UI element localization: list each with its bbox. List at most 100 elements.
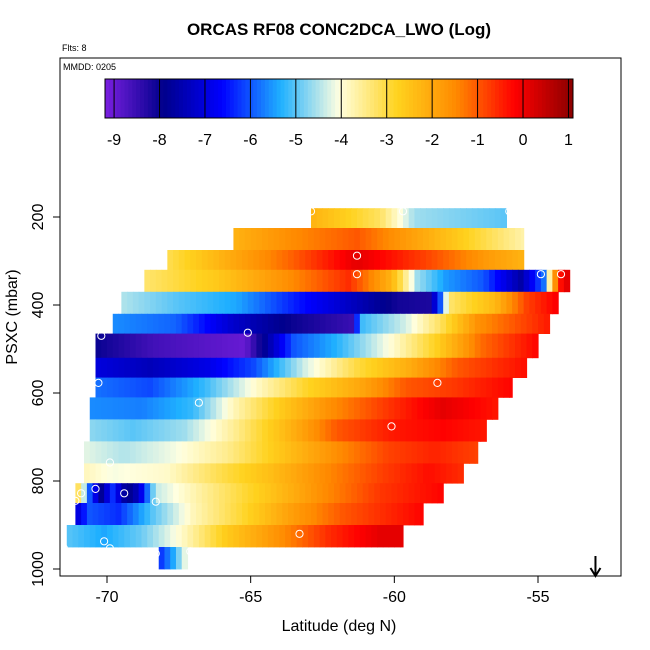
- heatmap-cell: [210, 333, 217, 359]
- heatmap-cell: [509, 357, 516, 378]
- heatmap-cell: [434, 441, 441, 464]
- heatmap-cell: [112, 419, 120, 442]
- heatmap-cell: [224, 503, 232, 526]
- colorbar-swatch: [510, 79, 515, 118]
- heatmap-cell: [184, 291, 191, 315]
- heatmap-cell: [253, 291, 260, 315]
- heatmap-cell: [173, 250, 180, 271]
- heatmap-cell: [354, 357, 361, 378]
- heatmap-cell: [336, 333, 344, 359]
- heatmap-cell: [336, 228, 344, 251]
- heatmap-cell: [244, 463, 252, 484]
- heatmap-cell: [127, 483, 134, 504]
- heatmap-cell: [118, 313, 125, 334]
- heatmap-cell: [331, 441, 338, 464]
- heatmap-cell: [365, 441, 372, 464]
- heatmap-cell: [302, 377, 309, 398]
- heatmap-cell: [170, 357, 177, 378]
- colorbar-swatch: [288, 79, 293, 118]
- heatmap-cell: [107, 333, 114, 359]
- colorbar-swatch: [483, 79, 488, 118]
- heatmap-cell: [135, 397, 143, 420]
- heatmap-cell: [267, 357, 275, 378]
- heatmap-cell: [457, 463, 464, 484]
- heatmap-cell: [135, 377, 143, 398]
- heatmap-cell: [331, 357, 338, 378]
- heatmap-cell: [253, 503, 260, 526]
- heatmap-cell: [164, 313, 171, 334]
- heatmap-cell: [273, 333, 280, 359]
- heatmap-cell: [216, 525, 223, 548]
- heatmap-cell: [210, 441, 217, 464]
- heatmap-cell: [457, 357, 464, 378]
- heatmap-cell: [336, 441, 344, 464]
- heatmap-cell: [250, 357, 258, 378]
- heatmap-cell: [469, 377, 476, 398]
- heatmap-cell: [101, 525, 108, 548]
- heatmap-cell: [480, 419, 487, 442]
- sample-marker: [157, 251, 166, 260]
- colorbar-swatch: [444, 79, 449, 118]
- heatmap-cell: [210, 357, 217, 378]
- y-tick-label: 200: [30, 204, 47, 231]
- colorbar-swatch: [452, 79, 457, 118]
- heatmap-cell: [170, 419, 177, 442]
- heatmap-cell: [276, 269, 283, 293]
- heatmap-cell: [451, 419, 459, 442]
- heatmap-cell: [526, 313, 533, 334]
- heatmap-cell: [190, 503, 197, 526]
- x-tick-label: -55: [526, 589, 549, 606]
- colorbar-swatch: [147, 79, 153, 118]
- sample-marker: [398, 207, 408, 216]
- heatmap-cell: [546, 291, 553, 315]
- heatmap-cell: [129, 397, 137, 420]
- heatmap-cell: [325, 313, 332, 334]
- heatmap-cell: [213, 483, 220, 504]
- heatmap-cell: [428, 357, 436, 378]
- heatmap-cell: [339, 250, 347, 271]
- heatmap-cell: [368, 503, 375, 526]
- heatmap-cell: [356, 483, 364, 504]
- heatmap-cell: [296, 463, 303, 484]
- heatmap-cell: [288, 250, 295, 271]
- heatmap-cell: [325, 377, 332, 398]
- y-tick-label: 800: [30, 468, 47, 495]
- heatmap-cell: [221, 313, 229, 334]
- heatmap-cell: [374, 503, 381, 526]
- heatmap-cell: [333, 269, 341, 293]
- heatmap-cell: [124, 313, 131, 334]
- date-label: MMDD: 0205: [63, 62, 116, 72]
- heatmap-cell: [486, 333, 493, 359]
- heatmap-cell: [336, 377, 344, 398]
- heatmap-cell: [282, 483, 289, 504]
- colorbar-swatch: [440, 79, 445, 118]
- heatmap-cell: [167, 269, 174, 293]
- heatmap-cell: [322, 291, 329, 315]
- heatmap-cell: [253, 483, 260, 504]
- heatmap-cell: [181, 333, 189, 359]
- heatmap-cell: [354, 397, 361, 420]
- colorbar-swatch: [346, 79, 352, 118]
- heatmap-cell: [365, 397, 372, 420]
- heatmap-cell: [250, 333, 258, 359]
- heatmap-cell: [124, 441, 131, 464]
- heatmap-cell: [129, 419, 137, 442]
- heatmap-cell: [244, 313, 252, 334]
- heatmap-cell: [239, 397, 246, 420]
- heatmap-cell: [388, 377, 395, 398]
- heatmap-cell: [503, 377, 510, 398]
- heatmap-cell: [239, 228, 246, 251]
- heatmap-cell: [489, 269, 496, 293]
- arrow-head: [589, 567, 602, 578]
- heatmap-cell: [451, 357, 459, 378]
- heatmap-cell: [471, 291, 479, 315]
- heatmap-cell: [305, 250, 312, 271]
- heatmap-cell: [276, 483, 283, 504]
- heatmap-cell: [290, 313, 298, 334]
- heatmap-cell: [425, 291, 433, 315]
- heatmap-cell: [348, 313, 355, 334]
- heatmap-cell: [196, 291, 203, 315]
- heatmap-cell: [239, 525, 246, 548]
- colorbar-swatch: [526, 79, 531, 118]
- heatmap-cell: [400, 313, 407, 334]
